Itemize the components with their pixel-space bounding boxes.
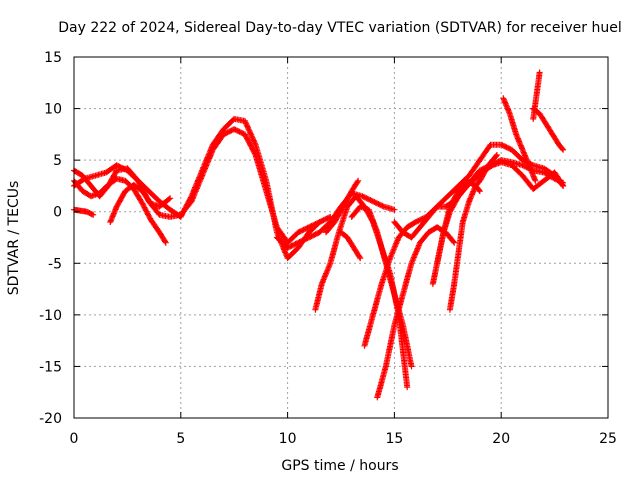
data-point-markers: [434, 159, 567, 267]
series-track-l: [374, 224, 458, 401]
chart-title: Day 222 of 2024, Sidereal Day-to-day VTE…: [58, 20, 621, 36]
series-track-e: [107, 181, 174, 225]
series-track-h: [323, 177, 362, 236]
y-axis-label: SDTVAR / TECUs: [6, 181, 22, 296]
axis-ticks: 0 5 10 15 20 25 -20 -15 -10 -5 0 5 10 15: [39, 50, 617, 447]
x-tick-label: 15: [385, 431, 403, 447]
series-track-k: [361, 141, 567, 349]
x-tick-label: 20: [492, 431, 510, 447]
plot-frame: [73, 56, 609, 419]
x-tick-label: 0: [70, 431, 79, 447]
y-tick-label: 0: [53, 205, 62, 221]
y-tick-label: -10: [39, 308, 62, 324]
y-tick-label: 10: [44, 102, 62, 118]
series-track-s: [530, 105, 567, 153]
data-point-markers: [530, 105, 567, 153]
series-track-p: [434, 159, 567, 267]
y-tick-label: 5: [53, 153, 62, 169]
data-point-markers: [323, 177, 362, 236]
data-point-markers: [374, 224, 458, 401]
series-track-o: [446, 182, 483, 313]
grid-lines: [74, 57, 608, 418]
x-axis-label: GPS time / hours: [281, 458, 398, 474]
data-point-markers: [71, 206, 97, 218]
series-track-d: [71, 206, 97, 218]
y-tick-label: -15: [39, 359, 62, 375]
data-point-markers: [361, 141, 567, 349]
x-tick-label: 25: [599, 431, 617, 447]
data-point-markers: [446, 182, 483, 313]
data-point-markers: [500, 95, 539, 184]
y-tick-label: -5: [48, 256, 62, 272]
data-point-markers: [391, 157, 567, 241]
data-points: [71, 69, 567, 401]
series-track-i: [338, 229, 364, 262]
x-tick-label: 5: [176, 431, 185, 447]
y-tick-label: 15: [44, 50, 62, 66]
data-point-markers: [107, 181, 174, 225]
series-track-q: [500, 95, 539, 184]
series-track-m: [391, 157, 567, 241]
y-tick-label: -20: [39, 411, 62, 427]
data-point-markers: [338, 229, 364, 262]
x-tick-label: 10: [279, 431, 297, 447]
